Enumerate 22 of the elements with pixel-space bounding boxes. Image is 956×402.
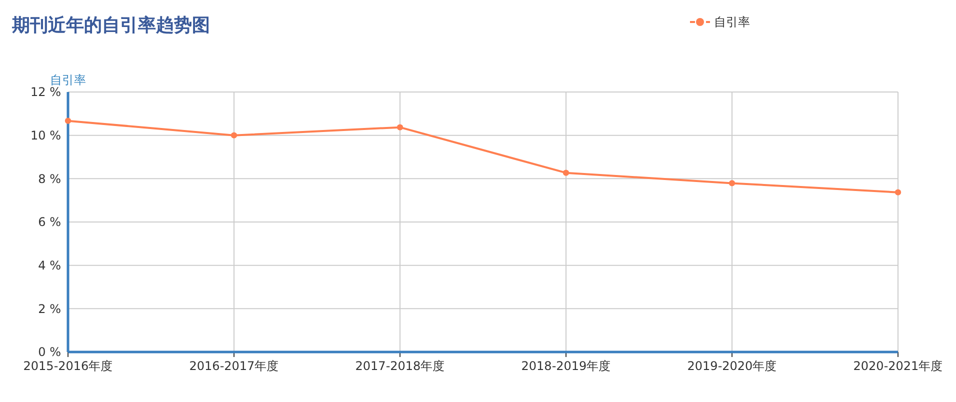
y-tick-label: 4 % [38,258,61,273]
y-tick-label: 12 % [30,85,61,100]
point [396,124,404,130]
x-tick-label: 2018-2019年度 [521,359,611,373]
chart-title: 期刊近年的自引率趋势图 [11,15,210,36]
x-tick-label: 2016-2017年度 [189,359,279,373]
y-axis-title: 自引率 [50,73,86,87]
y-tick-label: 0 % [38,345,61,360]
point [230,132,238,138]
point [894,189,902,196]
x-tick-label: 2020-2021年度 [853,359,943,373]
point [562,170,570,176]
x-tick-label: 2019-2020年度 [687,359,777,373]
y-tick-label: 2 % [38,302,61,316]
legend-label: 自引率 [714,15,750,30]
x-tick-label: 2015-2016年度 [23,359,113,373]
y-tick-label: 6 % [38,215,61,230]
y-tick-label: 10 % [30,128,61,143]
point [64,118,72,124]
point [728,180,736,186]
x-tick-label: 2017-2018年度 [355,359,445,373]
y-tick-label: 8 % [38,172,61,186]
